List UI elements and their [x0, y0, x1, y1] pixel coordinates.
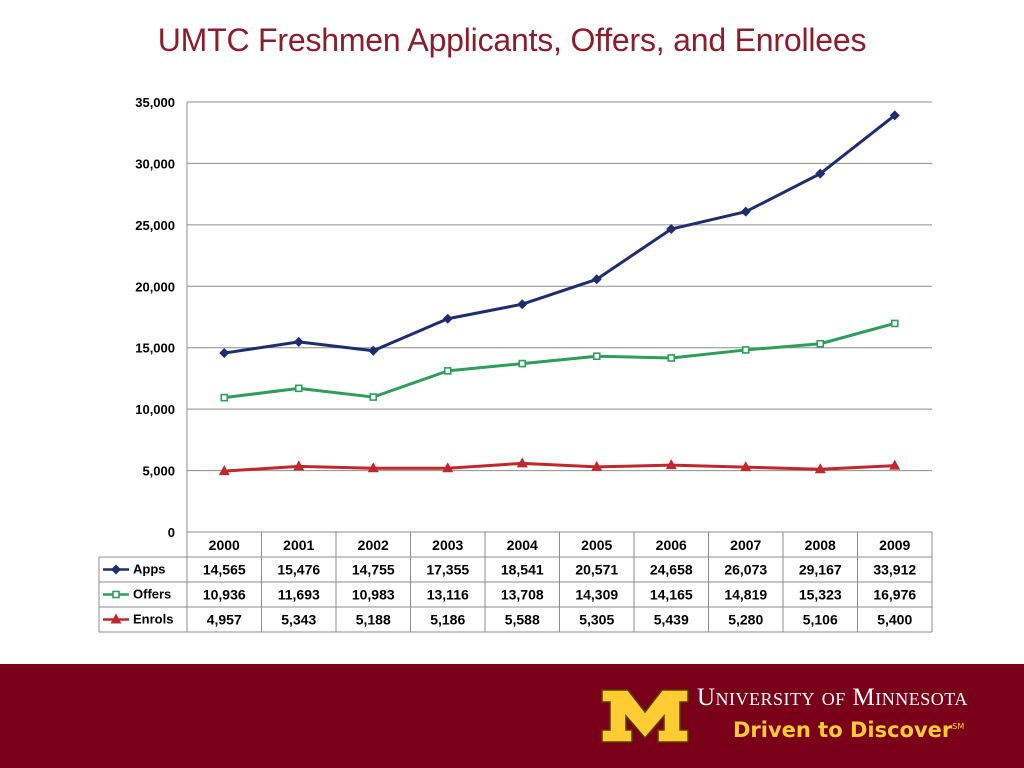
table-value: 5,186 — [430, 612, 465, 628]
x-category-label: 2003 — [432, 537, 463, 553]
data-point — [889, 110, 900, 121]
legend-series-name: Apps — [133, 562, 166, 577]
table-value: 18,541 — [501, 562, 544, 578]
table-value: 24,658 — [650, 562, 693, 578]
data-point — [220, 393, 229, 402]
service-mark: SM — [952, 722, 965, 731]
data-point — [740, 461, 752, 472]
data-point — [367, 462, 379, 473]
data-point — [889, 459, 901, 470]
x-category-label: 2001 — [283, 537, 314, 553]
data-point — [741, 346, 750, 354]
table-value: 20,571 — [575, 562, 618, 578]
data-point — [814, 463, 826, 474]
table-value: 26,073 — [724, 562, 767, 578]
data-point — [665, 459, 677, 470]
line-chart: 0 5,000 10,000 15,000 20,000 25,000 30,000 35,0… — [98, 95, 933, 633]
series-line-offers — [224, 321, 896, 400]
x-category-label: 2000 — [209, 537, 240, 553]
y-tick-label: 25,000 — [135, 218, 175, 233]
table-value: 5,400 — [877, 612, 912, 628]
table-value: 14,165 — [650, 587, 693, 603]
footer-band — [0, 664, 1024, 768]
table-value: 14,819 — [724, 587, 767, 603]
data-point — [443, 367, 452, 375]
y-tick-label: 15,000 — [135, 341, 175, 356]
x-category-label: 2009 — [879, 537, 910, 553]
data-point — [815, 168, 826, 179]
table-value: 5,439 — [654, 612, 689, 628]
data-point — [218, 465, 230, 476]
table-value: 5,106 — [803, 612, 838, 628]
x-category-label: 2008 — [805, 537, 836, 553]
data-point — [591, 274, 602, 285]
table-value: 5,343 — [281, 612, 316, 628]
data-point — [667, 354, 676, 362]
y-tick-label: 35,000 — [135, 95, 175, 110]
data-point — [112, 590, 120, 599]
table-value: 4,957 — [207, 612, 242, 628]
table-value: 14,565 — [203, 562, 246, 578]
data-point — [442, 462, 454, 473]
block-m-logo — [601, 689, 689, 743]
table-value: 5,280 — [728, 612, 763, 628]
series-line-apps — [224, 114, 896, 355]
x-category-label: 2006 — [656, 537, 687, 553]
data-point — [890, 319, 899, 328]
x-category-label: 2004 — [507, 537, 538, 553]
data-point — [442, 313, 453, 324]
table-value: 17,355 — [426, 562, 469, 578]
university-name: University of Minnesota — [697, 684, 968, 711]
data-point — [110, 613, 122, 624]
table-value: 14,309 — [575, 587, 618, 603]
data-point — [592, 352, 601, 361]
table-value: 33,912 — [873, 562, 916, 578]
data-point — [294, 384, 303, 393]
table-value: 11,693 — [278, 587, 320, 603]
data-point — [517, 299, 528, 310]
slide-title: UMTC Freshmen Applicants, Offers, and En… — [157, 22, 867, 58]
data-point — [293, 336, 304, 347]
data-point — [368, 345, 379, 356]
data-point — [111, 564, 121, 575]
table-value: 15,323 — [799, 587, 842, 603]
table-value: 15,476 — [277, 562, 320, 578]
x-category-label: 2007 — [730, 537, 761, 553]
data-point — [516, 457, 528, 468]
table-value: 14,755 — [352, 562, 395, 578]
data-point — [369, 393, 378, 401]
table-value: 5,188 — [356, 612, 391, 628]
table-value: 5,588 — [505, 612, 540, 628]
y-tick-label: 0 — [168, 525, 175, 540]
y-tick-label: 30,000 — [135, 156, 175, 171]
table-value: 10,936 — [203, 587, 246, 603]
data-point — [666, 224, 677, 235]
x-category-label: 2002 — [358, 537, 389, 553]
data-point — [293, 460, 305, 471]
table-value: 10,983 — [352, 587, 395, 603]
data-point — [219, 348, 230, 359]
legend-series-name: Enrols — [133, 612, 173, 627]
tagline: Driven to DiscoverSM — [733, 718, 964, 742]
y-tick-label: 20,000 — [135, 279, 175, 294]
legend-series-name: Offers — [133, 587, 171, 602]
data-point — [816, 339, 825, 348]
table-value: 16,976 — [873, 587, 916, 603]
series-line-enrols — [224, 461, 895, 473]
tagline-text: Driven to Discover — [733, 718, 953, 742]
table-value: 5,305 — [579, 612, 614, 628]
x-category-label: 2005 — [581, 537, 612, 553]
table-value: 13,708 — [501, 587, 544, 603]
table-value: 29,167 — [799, 562, 842, 578]
data-point — [740, 206, 751, 217]
data-point — [518, 359, 527, 368]
data-point — [591, 460, 603, 471]
table-value: 13,116 — [427, 587, 469, 603]
y-tick-label: 5,000 — [142, 464, 175, 479]
y-tick-label: 10,000 — [135, 402, 175, 417]
